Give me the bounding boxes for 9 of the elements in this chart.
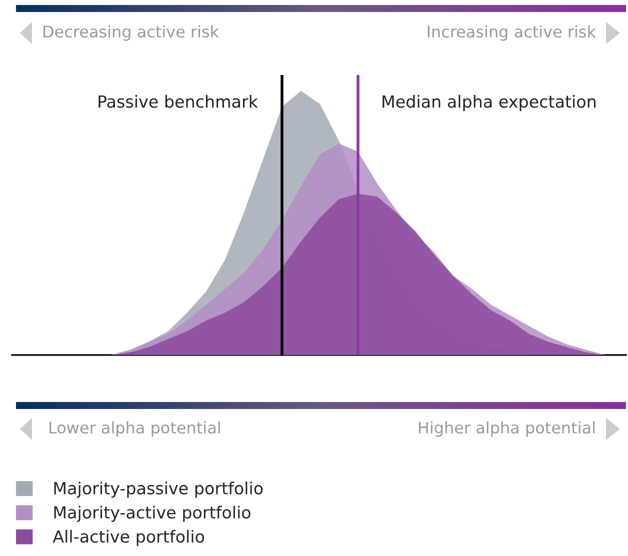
text: Decreasing active risk [44,25,219,41]
text: Increasing active risk [428,25,596,41]
annotation: Median alpha expectation [382,94,596,112]
text: Higher alpha potential [418,421,594,437]
annotation: Passive benchmark [98,94,258,108]
legend-label: Majority-active portfolio [54,506,250,522]
text: Lower alpha potential [50,421,220,437]
legend-label: Majority-passive portfolio [54,482,263,498]
legend-label: All-active portfolio [52,530,204,546]
